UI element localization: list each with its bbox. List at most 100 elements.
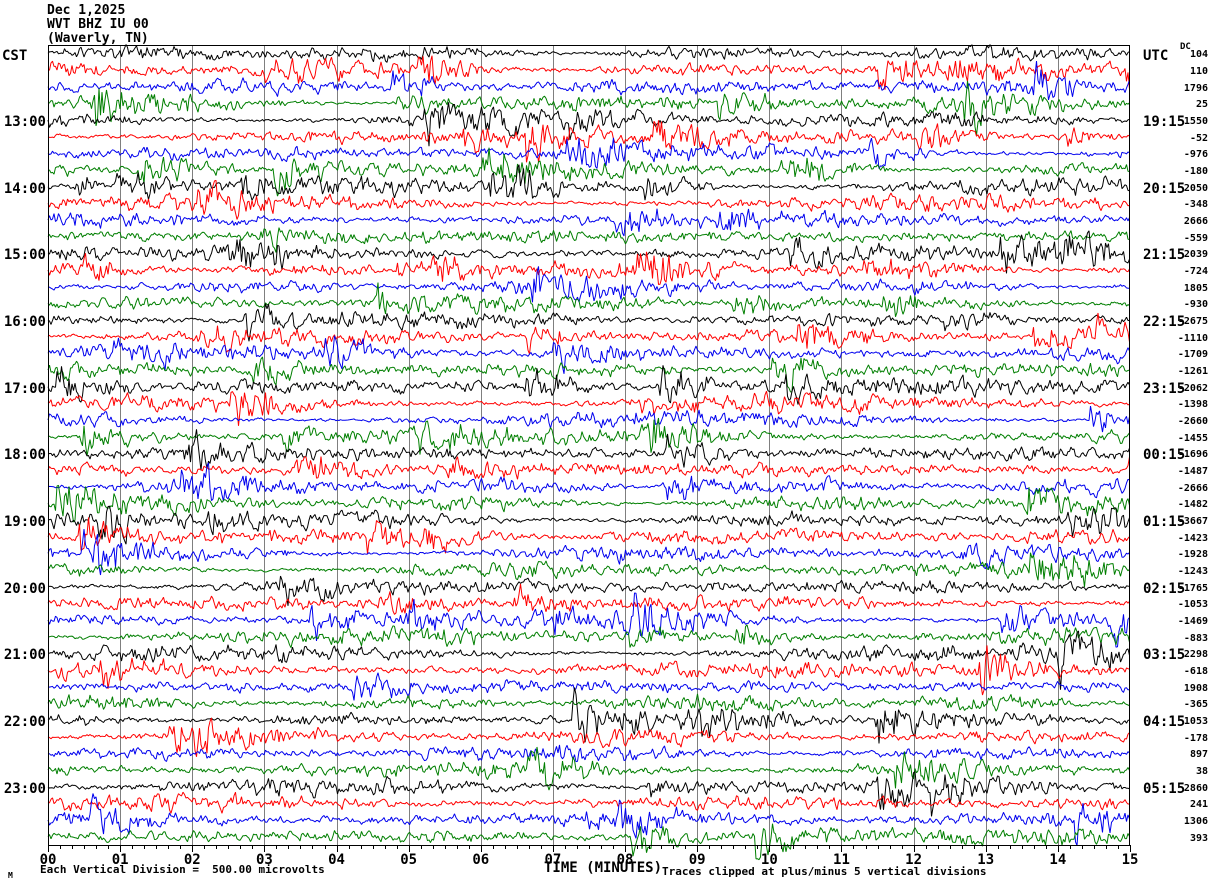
seismogram-trace-row-7: [47, 147, 1130, 197]
seismogram-trace-row-21: [47, 391, 1130, 426]
cst-hour-label: 14:00: [3, 180, 46, 197]
dc-value: -1928: [1177, 549, 1208, 561]
dc-value: 1306: [1183, 816, 1208, 827]
cst-hour-label: 21:00: [3, 647, 46, 664]
dc-value: -1243: [1177, 566, 1208, 577]
dc-value: 110: [1189, 66, 1208, 77]
dc-value: -1455: [1177, 432, 1208, 444]
cst-hour-label: 23:00: [3, 780, 46, 797]
utc-hour-label: 22:15: [1143, 314, 1186, 330]
seismogram-trace-row-30: [47, 529, 1130, 576]
dc-value: -1261: [1177, 366, 1208, 377]
dc-value: 2666: [1183, 216, 1208, 227]
seismogram-trace-row-25: [47, 456, 1130, 480]
dc-value: -724: [1183, 266, 1208, 277]
dc-value: -1398: [1177, 399, 1208, 411]
title-location: (Waverly, TN): [47, 31, 149, 46]
dc-value: -1053: [1177, 599, 1208, 611]
dc-value: -180: [1183, 166, 1208, 177]
utc-hour-label: 05:15: [1143, 780, 1186, 797]
dc-value: 897: [1189, 749, 1208, 761]
dc-value: -365: [1183, 699, 1208, 711]
minute-label: 03: [255, 852, 273, 868]
seismogram-trace-row-3: [47, 80, 1130, 136]
dc-value: 393: [1189, 832, 1208, 844]
seismogram-trace-row-26: [47, 462, 1130, 502]
seismogram-trace-row-14: [47, 266, 1130, 303]
dc-value: -3667: [1177, 516, 1208, 527]
dc-value: 38: [1195, 766, 1208, 777]
seismogram-trace-row-19: [47, 356, 1130, 393]
seismogram-trace-row-33: [47, 583, 1130, 615]
cst-hour-label: 20:00: [3, 580, 46, 597]
dc-value: 1805: [1183, 282, 1208, 294]
seismogram-trace-row-28: [47, 505, 1130, 545]
utc-hour-label: 01:15: [1143, 514, 1186, 530]
seismogram-trace-row-5: [47, 120, 1130, 163]
seismogram-trace-row-34: [47, 592, 1130, 648]
dc-value: -883: [1183, 632, 1208, 644]
cst-header: CST: [2, 48, 28, 64]
utc-hour-label: 02:15: [1143, 580, 1186, 597]
minute-label: 02: [183, 852, 201, 868]
cst-hour-label: 18:00: [3, 447, 46, 464]
utc-hour-label: 20:15: [1143, 180, 1186, 197]
seismogram-trace-row-29: [47, 517, 1130, 554]
dc-value: -1482: [1177, 499, 1208, 511]
seismogram-trace-row-20: [47, 365, 1130, 405]
seismogram-trace-row-10: [47, 208, 1130, 237]
seismogram-trace-row-22: [47, 406, 1130, 433]
minute-label: 04: [328, 852, 345, 868]
cst-hour-label: 17:00: [3, 380, 46, 397]
seismogram-trace-row-37: [47, 645, 1130, 696]
minute-label: 09: [688, 852, 706, 868]
seismogram-trace-row-4: [47, 102, 1130, 147]
dc-value: 1550: [1183, 116, 1208, 127]
dc-value: 2050: [1183, 182, 1208, 194]
seismogram-trace-row-0: [47, 44, 1130, 63]
seismogram-trace-row-27: [47, 484, 1130, 523]
seismogram-trace-row-32: [47, 575, 1130, 606]
minute-label: 08: [616, 852, 634, 868]
seismogram-trace-row-47: [47, 823, 1130, 861]
seismogram-trace-row-6: [47, 137, 1130, 169]
utc-hour-label: 23:15: [1143, 380, 1186, 397]
utc-hour-label: 03:15: [1143, 647, 1186, 664]
seismogram-trace-row-1: [47, 55, 1130, 90]
dc-value: 104: [1189, 49, 1208, 61]
dc-value: -2062: [1177, 382, 1208, 394]
cst-hour-label: 19:00: [3, 514, 46, 530]
dc-value: 1796: [1183, 82, 1208, 94]
minute-label: 07: [544, 852, 562, 868]
utc-hour-label: 19:15: [1143, 114, 1186, 130]
dc-value: 25: [1195, 99, 1208, 111]
seismogram-trace-row-41: [47, 717, 1130, 757]
dc-value: -1765: [1177, 582, 1208, 594]
seismogram-trace-row-38: [47, 672, 1130, 701]
minute-label: 01: [111, 852, 129, 868]
seismogram-trace-row-39: [47, 693, 1130, 712]
seismogram-trace-row-16: [47, 303, 1130, 342]
seismogram-trace-row-42: [47, 744, 1130, 763]
dc-value: 2039: [1183, 249, 1208, 261]
seismogram-trace-row-23: [47, 417, 1130, 456]
cst-hour-label: 22:00: [3, 714, 46, 730]
scale-note: Each Vertical Division = 500.00 microvol…: [40, 863, 325, 876]
dc-value: -1423: [1177, 532, 1208, 544]
minute-label: 13: [977, 852, 995, 868]
seismogram-trace-row-13: [47, 251, 1130, 285]
minute-label: 06: [472, 852, 490, 868]
seismogram-trace-row-9: [47, 179, 1130, 220]
utc-header: UTC: [1143, 48, 1169, 64]
title-station: WVT BHZ IU 00: [47, 17, 149, 32]
dc-value: 2298: [1183, 649, 1208, 661]
dc-value: -976: [1183, 149, 1208, 161]
dc-value: -2666: [1177, 482, 1208, 494]
minute-label: 14: [1049, 852, 1067, 868]
dc-value: 1908: [1183, 682, 1208, 694]
dc-value: -1487: [1177, 466, 1208, 477]
minute-label: 12: [905, 852, 923, 868]
seismogram-trace-row-40: [47, 687, 1130, 744]
title-date: Dec 1,2025: [47, 3, 126, 18]
